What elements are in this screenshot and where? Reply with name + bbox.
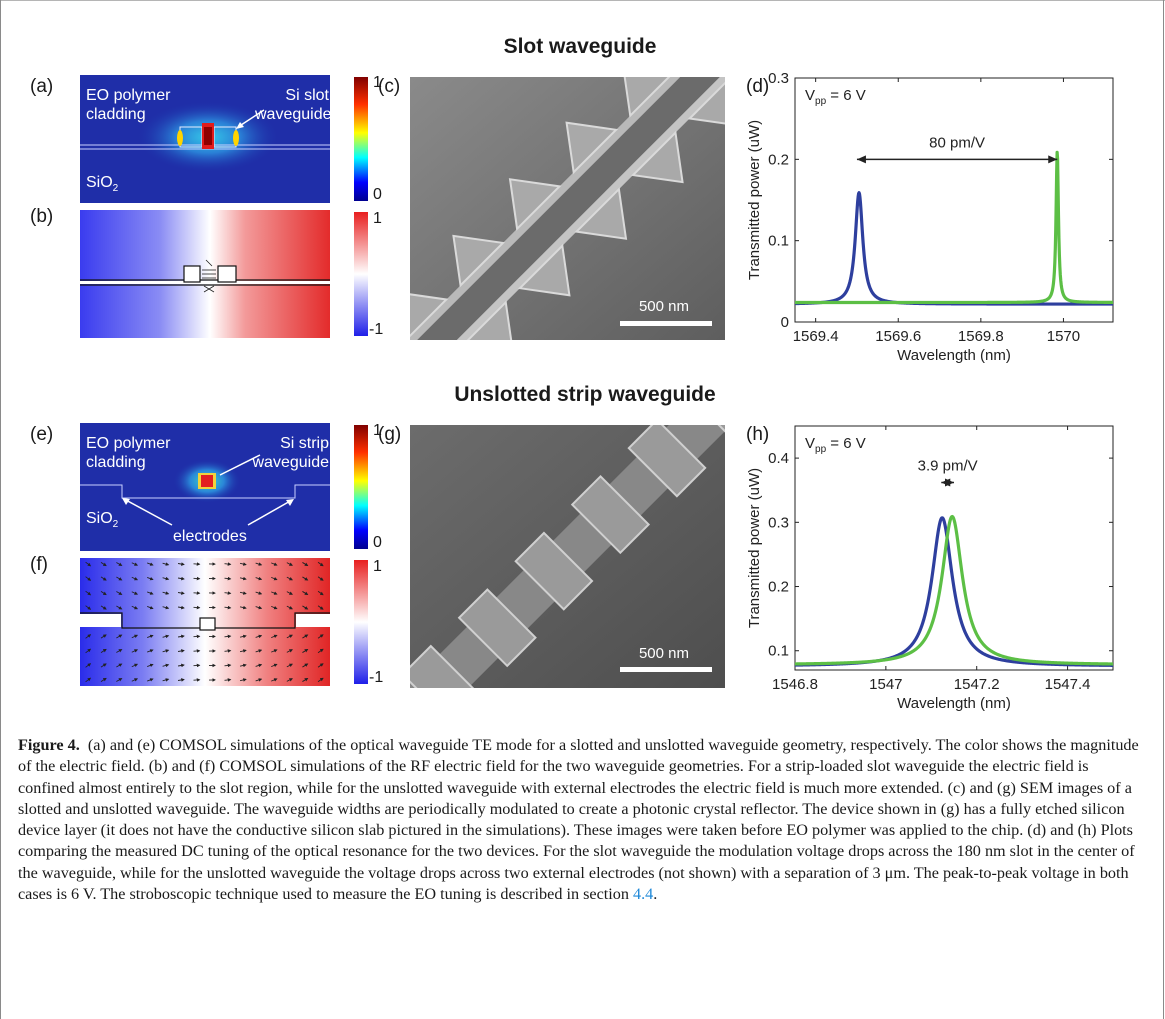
panel-e-colorbar-min: 0 [373,534,382,551]
panel-d-xtick-label: 1570 [1047,328,1080,345]
panel-e-substrate-label: SiO2 [86,510,119,531]
panel-label-e: (e) [30,424,54,445]
panel-h-xlabel: Wavelength (nm) [897,695,1011,712]
panel-label-h: (h) [746,424,770,445]
panel-d-vpp-annotation: Vpp = 6 V [805,87,866,107]
panel-h-axes-box [794,425,1114,671]
panel-label-f: (f) [30,554,48,575]
panel-f-figure [80,558,368,686]
caption-figure-label: Figure 4. [18,736,80,754]
panel-h-chart: 1546.8 1547 1547.2 1547.4 0.1 0.2 0.3 0.4 Wavele… [746,425,1115,712]
panel-d-xtick-label: 1569.6 [875,328,921,345]
section-title-slot: Slot waveguide [503,35,657,58]
figure-caption: Figure 4. (a) and (e) COMSOL simulations… [18,735,1146,905]
panel-d-xlabel: Wavelength (nm) [897,347,1011,364]
panel-d-xtick-label: 1569.4 [793,328,839,345]
panel-a-colorbar [354,77,368,201]
panel-a-colorbar-min: 0 [373,186,382,203]
panel-a-cladding-label: EO polymer cladding [86,87,171,123]
panel-d-chart: 1569.4 1569.6 1569.8 1570 0 0.1 0.2 0.3 Waveleng… [746,70,1115,364]
panel-label-b: (b) [30,206,54,227]
panel-h-ylabel: Transmitted power (uW) [746,468,763,628]
panel-h-xtick-label: 1547.2 [954,676,1000,693]
panel-b-colorbar-min: -1 [369,321,384,338]
panel-a-figure [80,75,368,203]
panel-c-scalebar [620,321,712,326]
panel-d-shift-label: 80 pm/V [929,134,985,151]
panel-a-substrate-label: SiO2 [86,174,119,195]
panel-e-electrodes-label: electrodes [173,528,247,545]
panel-d-ytick-label: 0.2 [768,151,789,168]
panel-h-shift-arrow-right-head [945,478,954,487]
panel-a-waveguide-label: Si slot waveguide [255,87,332,123]
panel-h-shift-label: 3.9 pm/V [918,458,978,475]
panel-d-axes-box [794,77,1114,323]
panel-a-colorbar-max: 1 [373,74,382,91]
panel-e-figure [80,423,368,551]
frame-top-border [0,0,1165,1]
panel-c-sem-image [410,77,725,340]
panel-e-colorbar-max: 1 [373,422,382,439]
caption-tail: . [653,885,658,904]
panel-h-vpp-annotation: Vpp = 6 V [805,435,866,455]
panel-g-sem-image [410,425,725,688]
panel-d-shift-arrow-left-head [856,155,866,164]
panel-c-scalebar-label: 500 nm [638,298,690,315]
panel-e-right-electrode-arrow [247,499,293,526]
panel-h-xtick-label: 1547 [869,676,902,693]
caption-text: (a) and (e) COMSOL simulations of the op… [18,736,1139,904]
panel-e-waveguide-arrow [219,454,261,476]
panel-d-ylabel: Transmitted power (uW) [746,120,763,280]
panel-b-colorbar [354,212,368,336]
panel-h-series-1 [793,516,1115,667]
panel-e-cladding-label: EO polymer cladding [86,435,171,471]
frame-left-border [0,0,1,1019]
panel-label-d: (d) [746,76,770,97]
panel-f-colorbar-max: 1 [373,558,382,575]
panel-h-ytick-label: 0.3 [768,514,789,531]
panel-g-scalebar [620,667,712,672]
panel-b-figure [80,210,368,338]
panel-g-scalebar-label: 500 nm [638,645,690,662]
panel-d-ytick-label: 0 [781,314,789,331]
panel-d-xtick-label: 1569.8 [958,328,1004,345]
panel-h-xtick-label: 1547.4 [1045,676,1091,693]
panel-h-series-2 [793,514,1115,666]
panel-d-ytick-label: 0.3 [768,70,789,87]
panel-e-waveguide-label: Si strip waveguide [252,435,330,471]
panel-b-colorbar-max: 1 [373,210,382,227]
caption-section-link[interactable]: 4.4 [633,885,654,904]
panel-h-ytick-label: 0.2 [768,579,789,596]
panel-d-shift-arrow-right-head [1048,155,1058,164]
panel-f-colorbar-min: -1 [369,669,384,686]
panel-label-g: (g) [378,424,402,445]
frame-right-border [1163,0,1164,1019]
panel-label-a: (a) [30,76,54,97]
panel-h-ytick-label: 0.1 [768,643,789,660]
panel-e-left-electrode-arrow [123,498,173,526]
panel-d-ytick-label: 0.1 [768,233,789,250]
panel-label-c: (c) [378,76,401,97]
panel-d-series-1 [793,191,1115,306]
section-title-strip: Unslotted strip waveguide [454,383,716,406]
panel-h-xtick-label: 1546.8 [772,676,818,693]
panel-d-series-2 [793,150,1115,305]
panel-f-colorbar [354,560,368,684]
panel-e-colorbar [354,425,368,549]
panel-h-ytick-label: 0.4 [768,450,789,467]
panel-a-arrow [237,109,265,128]
